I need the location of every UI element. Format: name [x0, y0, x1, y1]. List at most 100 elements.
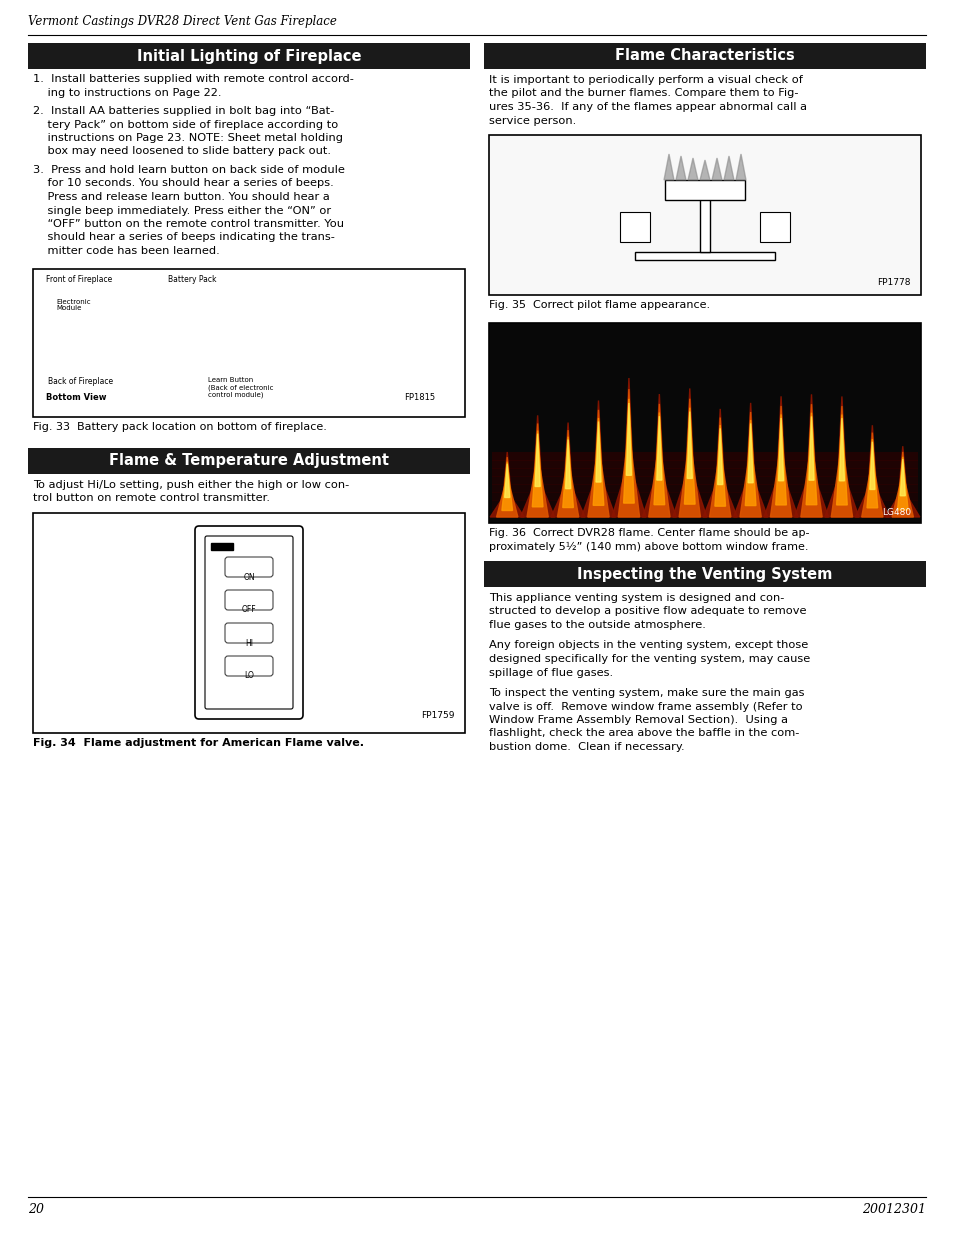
Polygon shape	[520, 415, 554, 517]
Text: Flame & Temperature Adjustment: Flame & Temperature Adjustment	[109, 453, 389, 468]
Polygon shape	[717, 429, 722, 484]
Text: Fig. 33  Battery pack location on bottom of fireplace.: Fig. 33 Battery pack location on bottom …	[33, 421, 327, 431]
Polygon shape	[709, 417, 730, 517]
FancyBboxPatch shape	[225, 557, 273, 577]
Polygon shape	[526, 424, 548, 517]
Polygon shape	[654, 412, 664, 505]
Polygon shape	[663, 154, 673, 180]
Text: LG480: LG480	[881, 508, 910, 517]
Text: OFF: OFF	[241, 605, 256, 615]
Polygon shape	[618, 389, 639, 517]
Polygon shape	[587, 410, 609, 517]
Text: To adjust Hi/Lo setting, push either the high or low con-: To adjust Hi/Lo setting, push either the…	[33, 479, 349, 489]
Text: Initial Lighting of Fireplace: Initial Lighting of Fireplace	[136, 48, 361, 63]
Text: It is important to periodically perform a visual check of: It is important to periodically perform …	[489, 75, 802, 85]
Polygon shape	[683, 408, 695, 504]
FancyBboxPatch shape	[225, 656, 273, 676]
Polygon shape	[740, 412, 760, 517]
Text: spillage of flue gases.: spillage of flue gases.	[489, 667, 613, 678]
Polygon shape	[714, 425, 725, 506]
Polygon shape	[672, 389, 706, 517]
Polygon shape	[497, 457, 517, 517]
Text: 20012301: 20012301	[862, 1203, 925, 1216]
Text: Vermont Castings DVR28 Direct Vent Gas Fireplace: Vermont Castings DVR28 Direct Vent Gas F…	[28, 15, 336, 28]
Text: Battery Pack: Battery Pack	[168, 275, 216, 284]
Bar	[489, 324, 920, 522]
Bar	[489, 135, 920, 295]
Polygon shape	[775, 415, 785, 505]
Polygon shape	[900, 459, 904, 495]
Polygon shape	[891, 452, 912, 517]
FancyBboxPatch shape	[225, 622, 273, 643]
Text: ures 35-36.  If any of the flames appear abnormal call a: ures 35-36. If any of the flames appear …	[489, 103, 806, 112]
Polygon shape	[686, 411, 692, 478]
Polygon shape	[711, 158, 721, 180]
Bar	[619, 212, 649, 242]
Text: Press and release learn button. You should hear a: Press and release learn button. You shou…	[33, 191, 330, 203]
FancyBboxPatch shape	[194, 526, 303, 719]
Polygon shape	[778, 417, 782, 480]
Bar	[46, 324, 437, 373]
Text: single beep immediately. Press either the “ON” or: single beep immediately. Press either th…	[33, 205, 331, 215]
Text: “OFF” button on the remote control transmitter. You: “OFF” button on the remote control trans…	[33, 219, 344, 228]
Polygon shape	[700, 161, 709, 180]
Bar	[664, 180, 744, 200]
Polygon shape	[770, 406, 791, 517]
Polygon shape	[656, 416, 661, 480]
Polygon shape	[593, 417, 603, 505]
Text: structed to develop a positive flow adequate to remove: structed to develop a positive flow adeq…	[489, 606, 805, 616]
Bar	[28, 43, 470, 69]
Bar	[492, 468, 917, 477]
Polygon shape	[504, 463, 509, 498]
Polygon shape	[733, 403, 767, 517]
Text: flashlight, check the area above the baffle in the com-: flashlight, check the area above the baf…	[489, 729, 799, 739]
Polygon shape	[824, 396, 858, 517]
Polygon shape	[855, 425, 888, 517]
Text: tery Pack” on bottom side of fireplace according to: tery Pack” on bottom side of fireplace a…	[33, 120, 338, 130]
Bar	[492, 492, 917, 501]
Text: HI: HI	[245, 638, 253, 647]
FancyBboxPatch shape	[225, 590, 273, 610]
Text: Electronic
Module: Electronic Module	[56, 299, 91, 311]
Text: Learn Button
(Back of electronic
control module): Learn Button (Back of electronic control…	[208, 378, 274, 399]
Bar	[760, 212, 789, 242]
Text: Flame Characteristics: Flame Characteristics	[615, 48, 794, 63]
Text: This appliance venting system is designed and con-: This appliance venting system is designe…	[489, 593, 783, 603]
Polygon shape	[626, 403, 631, 475]
Polygon shape	[557, 430, 578, 517]
Text: LO: LO	[244, 672, 253, 680]
Bar	[492, 500, 917, 509]
Polygon shape	[869, 442, 874, 489]
Text: service person.: service person.	[489, 116, 576, 126]
Text: Fig. 35  Correct pilot flame appearance.: Fig. 35 Correct pilot flame appearance.	[489, 300, 709, 310]
Bar	[492, 459, 917, 469]
FancyBboxPatch shape	[205, 536, 293, 709]
Polygon shape	[687, 158, 698, 180]
Polygon shape	[836, 415, 846, 505]
Polygon shape	[679, 399, 700, 517]
Text: FP1778: FP1778	[877, 278, 910, 287]
Text: 1.  Install batteries supplied with remote control accord-: 1. Install batteries supplied with remot…	[33, 74, 354, 84]
Text: mitter code has been learned.: mitter code has been learned.	[33, 246, 219, 256]
Polygon shape	[897, 457, 907, 510]
Polygon shape	[866, 438, 877, 508]
Polygon shape	[744, 420, 755, 505]
Polygon shape	[747, 424, 753, 483]
Polygon shape	[808, 416, 813, 480]
Text: designed specifically for the venting system, may cause: designed specifically for the venting sy…	[489, 655, 809, 664]
Polygon shape	[490, 452, 524, 517]
Text: Fig. 36  Correct DVR28 flame. Center flame should be ap-: Fig. 36 Correct DVR28 flame. Center flam…	[489, 529, 809, 538]
Polygon shape	[551, 422, 584, 517]
Bar	[492, 452, 917, 461]
Text: 20: 20	[28, 1203, 44, 1216]
Polygon shape	[800, 404, 821, 517]
Bar	[33, 513, 464, 732]
Bar	[483, 43, 925, 69]
Polygon shape	[580, 400, 615, 517]
Polygon shape	[641, 394, 676, 517]
Text: ON: ON	[243, 573, 254, 582]
Text: Any foreign objects in the venting system, except those: Any foreign objects in the venting syste…	[489, 641, 807, 651]
Polygon shape	[501, 462, 512, 510]
Text: Bottom View: Bottom View	[46, 394, 107, 403]
Text: instructions on Page 23. NOTE: Sheet metal holding: instructions on Page 23. NOTE: Sheet met…	[33, 133, 343, 143]
